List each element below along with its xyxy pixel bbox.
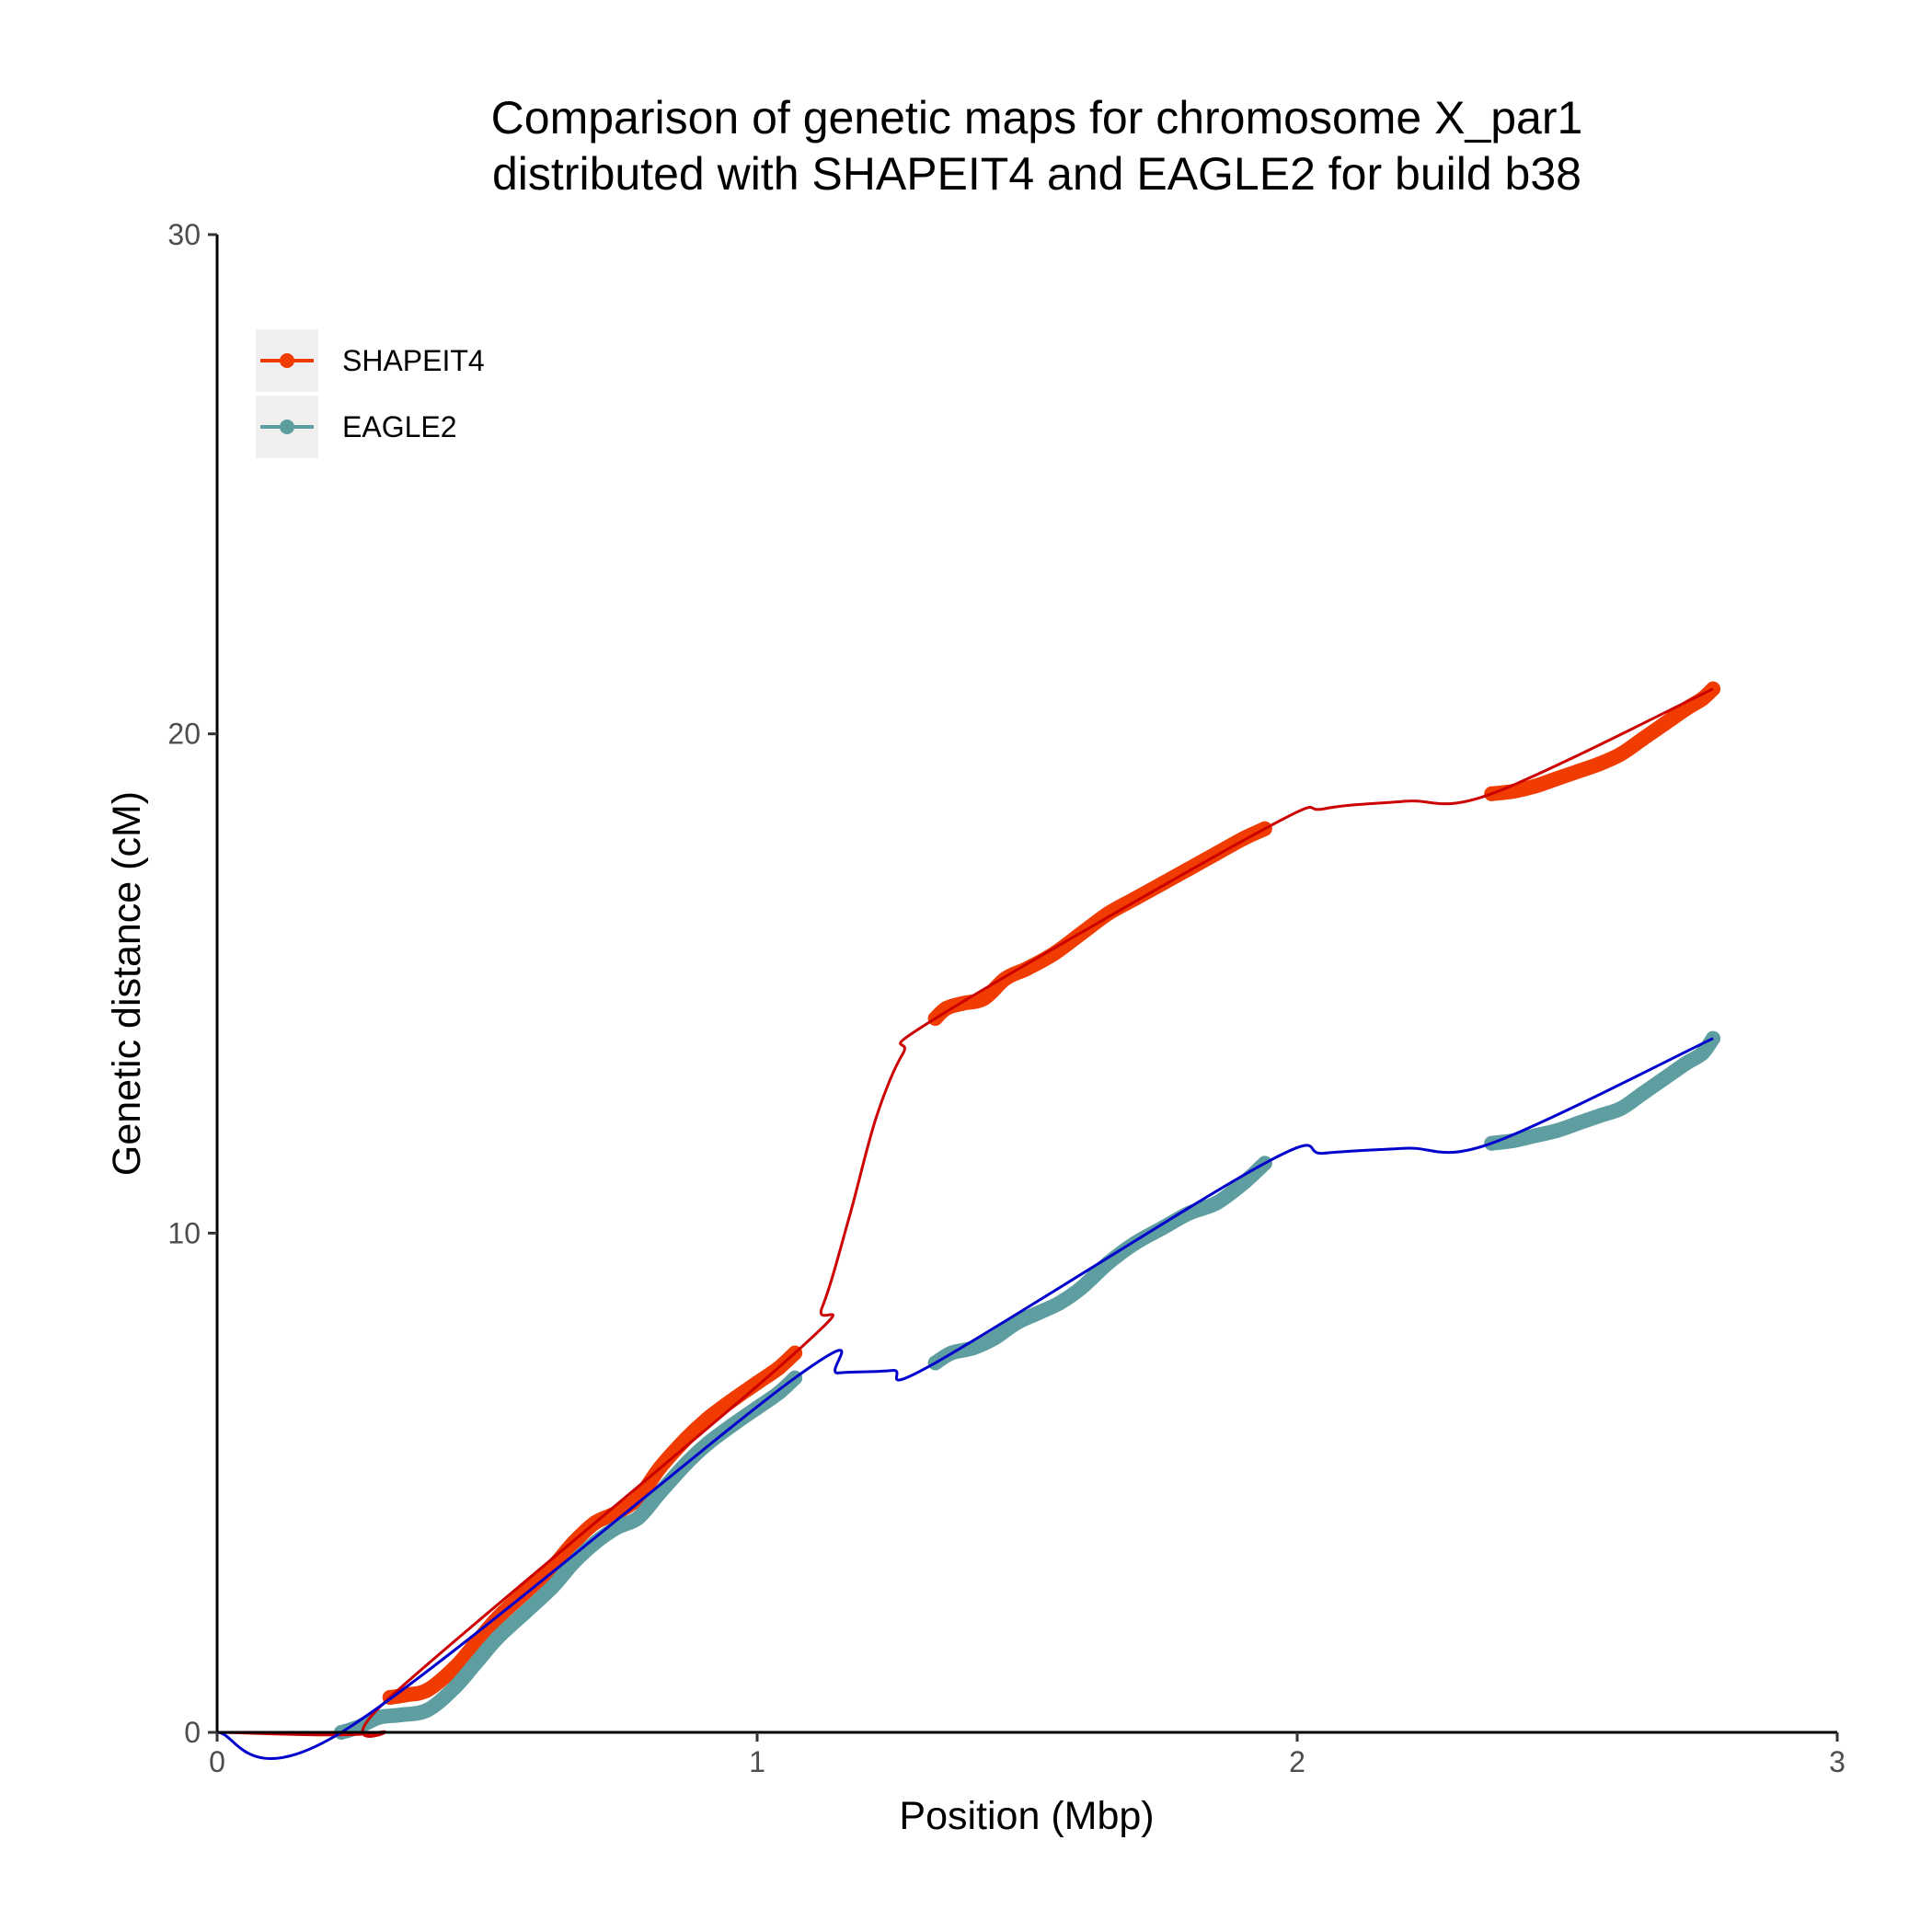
eagle2-point	[1074, 1281, 1089, 1295]
eagle2-point	[1008, 1316, 1024, 1330]
eagle2-legend-label: EAGLE2	[342, 410, 457, 443]
shapeit4-point	[976, 991, 992, 1006]
shapeit4-point	[701, 1410, 717, 1426]
plot-area	[216, 681, 1720, 1761]
y-tick-label: 0	[184, 1716, 201, 1749]
eagle2-interpolated-line	[216, 1037, 1714, 1761]
y-axis-title: Genetic distance (cM)	[105, 791, 149, 1176]
eagle2-point	[1209, 1195, 1224, 1211]
shapeit4-point	[938, 1001, 954, 1017]
eagle2-point	[771, 1386, 787, 1400]
eagle2-point	[1592, 1108, 1607, 1123]
x-tick-label: 1	[749, 1745, 765, 1778]
x-tick-label: 3	[1829, 1745, 1846, 1778]
eagle2-point	[1570, 1115, 1586, 1131]
legend: SHAPEIT4 EAGLE2	[256, 329, 485, 458]
eagle2-legend-marker	[280, 420, 294, 434]
eagle2-point	[393, 1708, 408, 1722]
eagle2-point	[1030, 1305, 1046, 1321]
shapeit4-point	[1527, 778, 1543, 794]
eagle2-point	[420, 1702, 435, 1718]
eagle2-point	[1635, 1086, 1650, 1101]
chart-title-line-1: Comparison of genetic maps for chromosom…	[491, 92, 1583, 144]
shapeit4-point	[1657, 716, 1673, 731]
eagle2-point	[490, 1629, 506, 1645]
eagle2-point	[1678, 1055, 1694, 1071]
shapeit4-point	[447, 1660, 463, 1675]
eagle2-point	[1695, 1046, 1710, 1061]
y-tick-label: 10	[167, 1216, 201, 1249]
shapeit4-point	[1592, 756, 1607, 772]
y-tick-label: 20	[167, 718, 201, 751]
eagle2-point	[987, 1330, 1003, 1346]
eagle2-point	[1657, 1071, 1673, 1087]
eagle2-point	[630, 1510, 646, 1525]
x-tick-label: 0	[209, 1745, 225, 1778]
eagle2-point	[701, 1435, 717, 1451]
eagle2-point	[1052, 1295, 1067, 1311]
x-axis-title: Position (Mbp)	[899, 1794, 1154, 1838]
shapeit4-point	[1570, 764, 1586, 779]
eagle2-point	[1155, 1220, 1170, 1236]
eagle2-point	[372, 1709, 387, 1725]
shapeit4-legend-label: SHAPEIT4	[342, 344, 485, 377]
shapeit4-point	[1635, 731, 1650, 747]
eagle2-point	[447, 1680, 463, 1696]
eagle2-point	[1614, 1100, 1629, 1116]
eagle2-point	[1527, 1128, 1543, 1144]
eagle2-point	[1548, 1123, 1564, 1139]
shapeit4-point	[468, 1635, 484, 1650]
shapeit4-point	[1548, 771, 1564, 787]
shapeit4-interpolated-line	[216, 687, 1714, 1738]
shapeit4-point	[1100, 906, 1116, 921]
shapeit4-point	[630, 1489, 646, 1505]
chart-title-line-2: distributed with SHAPEIT4 and EAGLE2 for…	[492, 148, 1581, 200]
eagle2-point	[468, 1655, 484, 1670]
x-tick-label: 2	[1289, 1745, 1305, 1778]
eagle2-point	[1236, 1176, 1251, 1191]
shapeit4-point	[1614, 746, 1629, 762]
eagle2-point	[544, 1580, 559, 1595]
eagle2-point	[566, 1555, 581, 1570]
shapeit4-point	[420, 1682, 435, 1697]
y-tick-label: 30	[167, 218, 201, 251]
eagle2-point	[517, 1604, 533, 1620]
shapeit4-legend-marker	[280, 353, 294, 368]
shapeit4-point	[750, 1375, 765, 1391]
